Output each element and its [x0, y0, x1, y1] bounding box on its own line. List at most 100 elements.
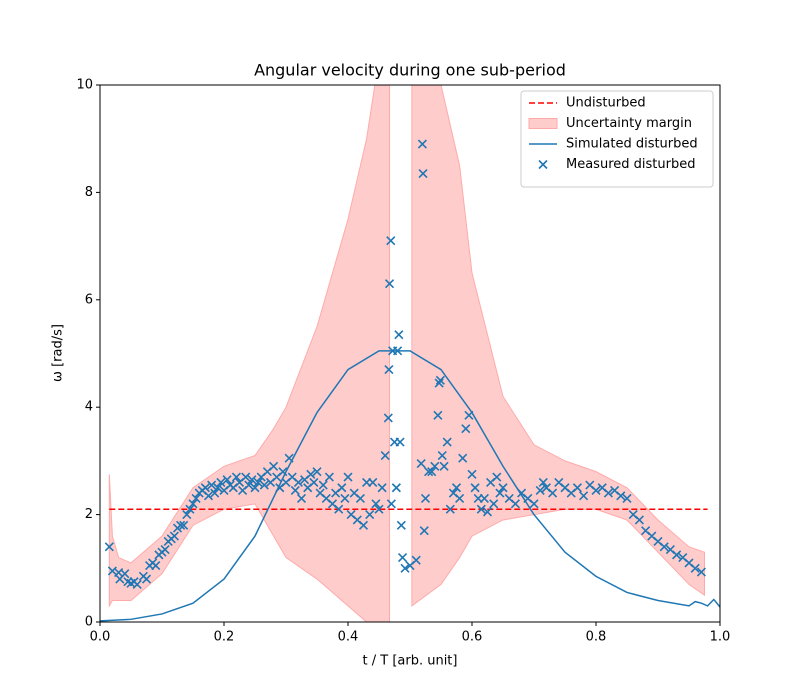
scatter-point — [384, 365, 394, 375]
scatter-point — [207, 480, 217, 490]
scatter-point — [343, 472, 353, 482]
scatter-point — [458, 453, 468, 463]
scatter-point — [151, 561, 161, 571]
scatter-point — [269, 461, 279, 471]
y-tick-label: 6 — [85, 292, 93, 307]
scatter-point — [222, 475, 232, 485]
legend-label: Undisturbed — [566, 96, 646, 111]
scatter-point — [391, 483, 401, 493]
scatter-point — [616, 491, 626, 501]
scatter-point — [495, 488, 505, 498]
scatter-point — [182, 510, 192, 520]
scatter-point — [216, 477, 226, 487]
scatter-point — [200, 483, 210, 493]
scatter-point — [259, 480, 269, 490]
scatter-point — [290, 485, 300, 496]
scatter-point — [435, 375, 445, 385]
scatter-point — [461, 424, 471, 434]
scatter-point — [434, 378, 444, 388]
legend-box — [520, 90, 714, 188]
scatter-point — [442, 437, 452, 447]
scatter-point — [690, 563, 700, 573]
scatter-point — [419, 526, 429, 536]
x-tick-label: 0.4 — [338, 630, 359, 645]
scatter-point — [334, 504, 344, 514]
scatter-point — [572, 483, 582, 493]
scatter-point — [397, 552, 408, 563]
scatter-point — [318, 480, 328, 490]
scatter-point — [622, 493, 632, 504]
x-tick-label: 1.0 — [710, 630, 731, 645]
x-tick-label: 0.0 — [90, 630, 111, 645]
scatter-point — [340, 493, 350, 504]
scatter-point — [482, 507, 493, 517]
x-tick-label: 0.6 — [462, 630, 483, 645]
scatter-point — [433, 410, 443, 420]
scatter-point — [169, 531, 179, 541]
scatter-point — [427, 467, 437, 477]
scatter-point — [241, 472, 251, 482]
scatter-point — [418, 169, 428, 179]
scatter-point — [416, 459, 426, 469]
x-tick-label: 0.8 — [586, 630, 607, 645]
scatter-point — [455, 493, 465, 504]
y-tick-label: 0 — [85, 615, 93, 630]
scatter-point — [470, 483, 480, 493]
y-tick-label: 4 — [85, 400, 93, 415]
scatter-point — [213, 483, 223, 493]
scatter-point — [188, 499, 198, 509]
scatter-point — [535, 485, 545, 496]
scatter-point — [672, 550, 682, 560]
scatter-point — [247, 475, 257, 485]
x-tick-label: 0.2 — [214, 630, 235, 645]
scatter-point — [355, 493, 365, 504]
legend: Undisturbed Uncertainty margin Simulated d… — [520, 90, 714, 188]
legend-label: Uncertainty margin — [566, 116, 692, 131]
scatter-point — [383, 413, 393, 423]
scatter-point — [417, 139, 427, 149]
scatter-point — [445, 504, 455, 514]
scatter-point — [306, 469, 316, 479]
scatter-point — [296, 493, 307, 504]
scatter-point — [104, 542, 114, 552]
scatter-point — [400, 563, 410, 573]
scatter-point — [498, 483, 508, 493]
legend-swatch — [528, 118, 558, 129]
scatter-point — [284, 453, 294, 463]
scatter-point — [467, 469, 477, 479]
y-axis-label: ω [rad/s] — [51, 324, 66, 382]
scatter-point — [439, 461, 449, 471]
scatter-point — [411, 555, 421, 565]
scatter-point — [489, 499, 499, 509]
scatter-point — [529, 499, 539, 509]
chart-title: Angular velocity during one sub-period — [254, 61, 566, 80]
axes: 0.0 0.2 0.4 0.6 0.8 1.0 0 2 4 6 8 10 — [76, 78, 730, 645]
plot-area — [100, 85, 720, 622]
legend-swatch — [538, 159, 548, 170]
scatter-point — [603, 488, 613, 498]
scatter-point — [337, 483, 347, 493]
scatter-point — [203, 491, 214, 501]
scatter-point — [141, 574, 152, 584]
scatter-point — [393, 346, 403, 356]
scatter-point — [371, 499, 381, 509]
scatter-point — [548, 488, 558, 498]
scatter-point — [464, 410, 474, 420]
scatter-point — [384, 279, 395, 289]
scatter-point — [293, 477, 303, 487]
x-axis-label: t / T [arb. unit] — [363, 654, 458, 669]
scatter-point — [437, 450, 447, 461]
y-tick-label: 2 — [85, 507, 93, 522]
scatter-point — [231, 472, 241, 482]
scatter-point — [386, 499, 396, 509]
scatter-point — [479, 493, 489, 504]
scatter-point — [278, 467, 288, 477]
scatter-point — [430, 461, 440, 471]
series-line — [100, 350, 720, 622]
scatter-point — [394, 330, 404, 340]
y-tick-label: 8 — [85, 185, 93, 200]
scatter-point — [358, 520, 369, 530]
scatter-point — [538, 477, 548, 487]
scatter-point — [191, 493, 201, 504]
